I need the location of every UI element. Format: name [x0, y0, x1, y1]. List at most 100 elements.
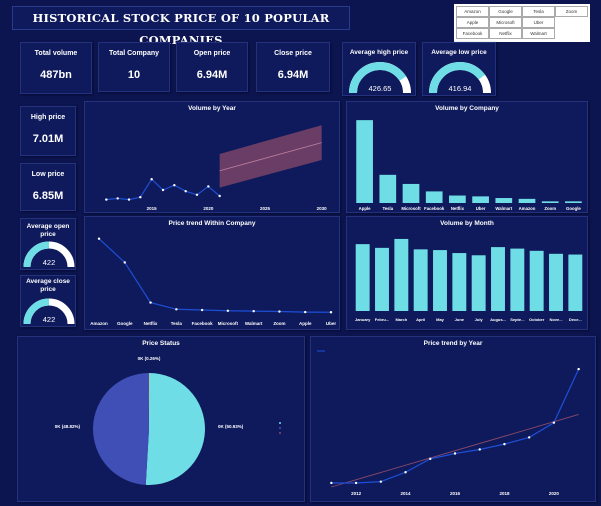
x-tick-label: July: [475, 317, 484, 322]
company-slicer[interactable]: Amazon Google Tesla Zoom Apple Microsoft…: [454, 4, 590, 42]
x-tick-label: Apple: [359, 206, 372, 211]
chart-title: Volume by Year: [188, 105, 236, 112]
bar: [425, 191, 443, 203]
chart-volume-by-month: Volume by Month January Febru... March Apri…: [346, 216, 588, 330]
slicer-item[interactable]: Tesla: [522, 6, 555, 17]
gauge-fill: [23, 298, 50, 325]
x-tick-label: 2014: [401, 491, 412, 496]
bar: [549, 253, 563, 311]
bar: [449, 195, 466, 203]
kpi-close-price: Close price 6.94M: [256, 42, 330, 92]
bar: [433, 250, 447, 311]
kpi-value: 487bn: [40, 69, 72, 81]
data-point: [116, 197, 119, 200]
pie-slice: [145, 373, 205, 485]
bar: [394, 238, 409, 311]
chart-title: Price trend by Year: [423, 340, 483, 347]
gauge-card-avg-high: Average high price 426.65: [342, 42, 416, 96]
data-point: [184, 190, 187, 193]
slicer-item[interactable]: Google: [489, 6, 522, 17]
pie-slice: [148, 373, 149, 429]
chart-price-trend-company: Price trend Within Company Amazon Google N…: [84, 216, 340, 330]
slicer-item[interactable]: Walmart: [522, 28, 555, 39]
data-point: [123, 261, 126, 264]
x-tick-label: 2012: [351, 491, 362, 496]
legend-marker: [279, 432, 281, 434]
gauge-card-avg-low: Average low price 416.94: [422, 42, 496, 96]
x-tick-label: 2020: [549, 491, 560, 496]
gauge-svg: 416.94: [429, 62, 491, 94]
x-tick-label: Tesla: [171, 321, 183, 326]
bar: [375, 247, 389, 311]
data-point: [127, 198, 131, 201]
x-tick-label: Zoom: [544, 206, 556, 211]
x-tick-label: 2016: [450, 491, 461, 496]
data-point: [97, 237, 101, 240]
x-tick-label: Google: [117, 321, 133, 326]
data-point: [105, 198, 108, 201]
gauge-fill: [349, 62, 407, 94]
slicer-item[interactable]: Microsoft: [489, 17, 522, 28]
gauge-card-avg-close: Average close price 422: [20, 275, 76, 327]
kpi-value: 10: [127, 69, 141, 81]
data-point: [149, 301, 152, 304]
legend-marker: [279, 422, 281, 424]
slicer-item[interactable]: Apple: [456, 17, 489, 28]
x-tick-label: January: [355, 317, 371, 322]
kpi-value: 6.85M: [32, 190, 64, 202]
gauge-card-avg-open: Average open price 422: [20, 218, 76, 270]
data-point: [304, 310, 307, 314]
slicer-item[interactable]: Zoom: [555, 6, 588, 17]
x-tick-label: Microsoft: [218, 321, 239, 326]
data-point: [330, 481, 333, 485]
bar: [472, 196, 489, 203]
data-point: [278, 310, 281, 313]
data-label: 0K (0.26%): [138, 356, 161, 361]
gauge-fill: [429, 62, 486, 94]
series-line: [331, 368, 580, 484]
data-point: [429, 457, 432, 461]
data-point: [161, 188, 165, 192]
chart-svg: Amazon Google Netflix Tesla Facebook Microsof…: [90, 237, 336, 326]
chart-price-status: Price Status 0K (50.93%) 0K (48.82%) 0K (0…: [17, 336, 305, 502]
x-tick-label: Septe...: [510, 317, 524, 322]
data-point: [218, 194, 221, 198]
x-tick-label: Dece...: [569, 317, 582, 322]
kpi-high-price: High price 7.01M: [20, 106, 76, 156]
kpi-open-price: Open price 6.94M: [176, 42, 248, 92]
bar: [452, 253, 467, 311]
x-tick-label: Netflix: [451, 206, 465, 211]
slicer-item[interactable]: Facebook: [456, 28, 489, 39]
slicer-item[interactable]: Netflix: [489, 28, 522, 39]
bar: [541, 201, 559, 203]
data-point: [552, 421, 556, 424]
x-tick-label: 2020: [203, 206, 214, 211]
x-tick-label: Apple: [299, 321, 312, 326]
trend-line: [331, 414, 579, 488]
x-tick-label: Uber: [476, 206, 486, 211]
gauge-svg: 422: [23, 298, 75, 325]
data-label: 0K (48.82%): [55, 424, 81, 429]
x-tick-label: Tesla: [382, 206, 393, 211]
x-tick-label: Walmart: [495, 206, 512, 211]
data-point: [329, 311, 333, 314]
chart-title: Volume by Month: [440, 220, 494, 227]
bar: [529, 250, 544, 311]
gauge-svg: 426.65: [349, 62, 411, 94]
x-tick-label: April: [416, 317, 425, 322]
bar: [510, 248, 525, 311]
data-point: [175, 308, 178, 311]
gauge-label: Average high price: [349, 49, 409, 56]
pie-slice: [92, 373, 149, 485]
x-tick-label: June: [455, 317, 465, 322]
series-line: [98, 238, 332, 313]
slicer-item[interactable]: Amazon: [456, 6, 489, 17]
x-tick-label: Febru...: [375, 317, 389, 322]
x-tick-label: May: [436, 317, 445, 322]
kpi-value: 7.01M: [32, 133, 64, 145]
slicer-item[interactable]: Uber: [522, 17, 555, 28]
bar: [471, 255, 486, 311]
bar: [355, 244, 370, 311]
data-point: [478, 448, 481, 451]
data-point: [150, 178, 153, 181]
